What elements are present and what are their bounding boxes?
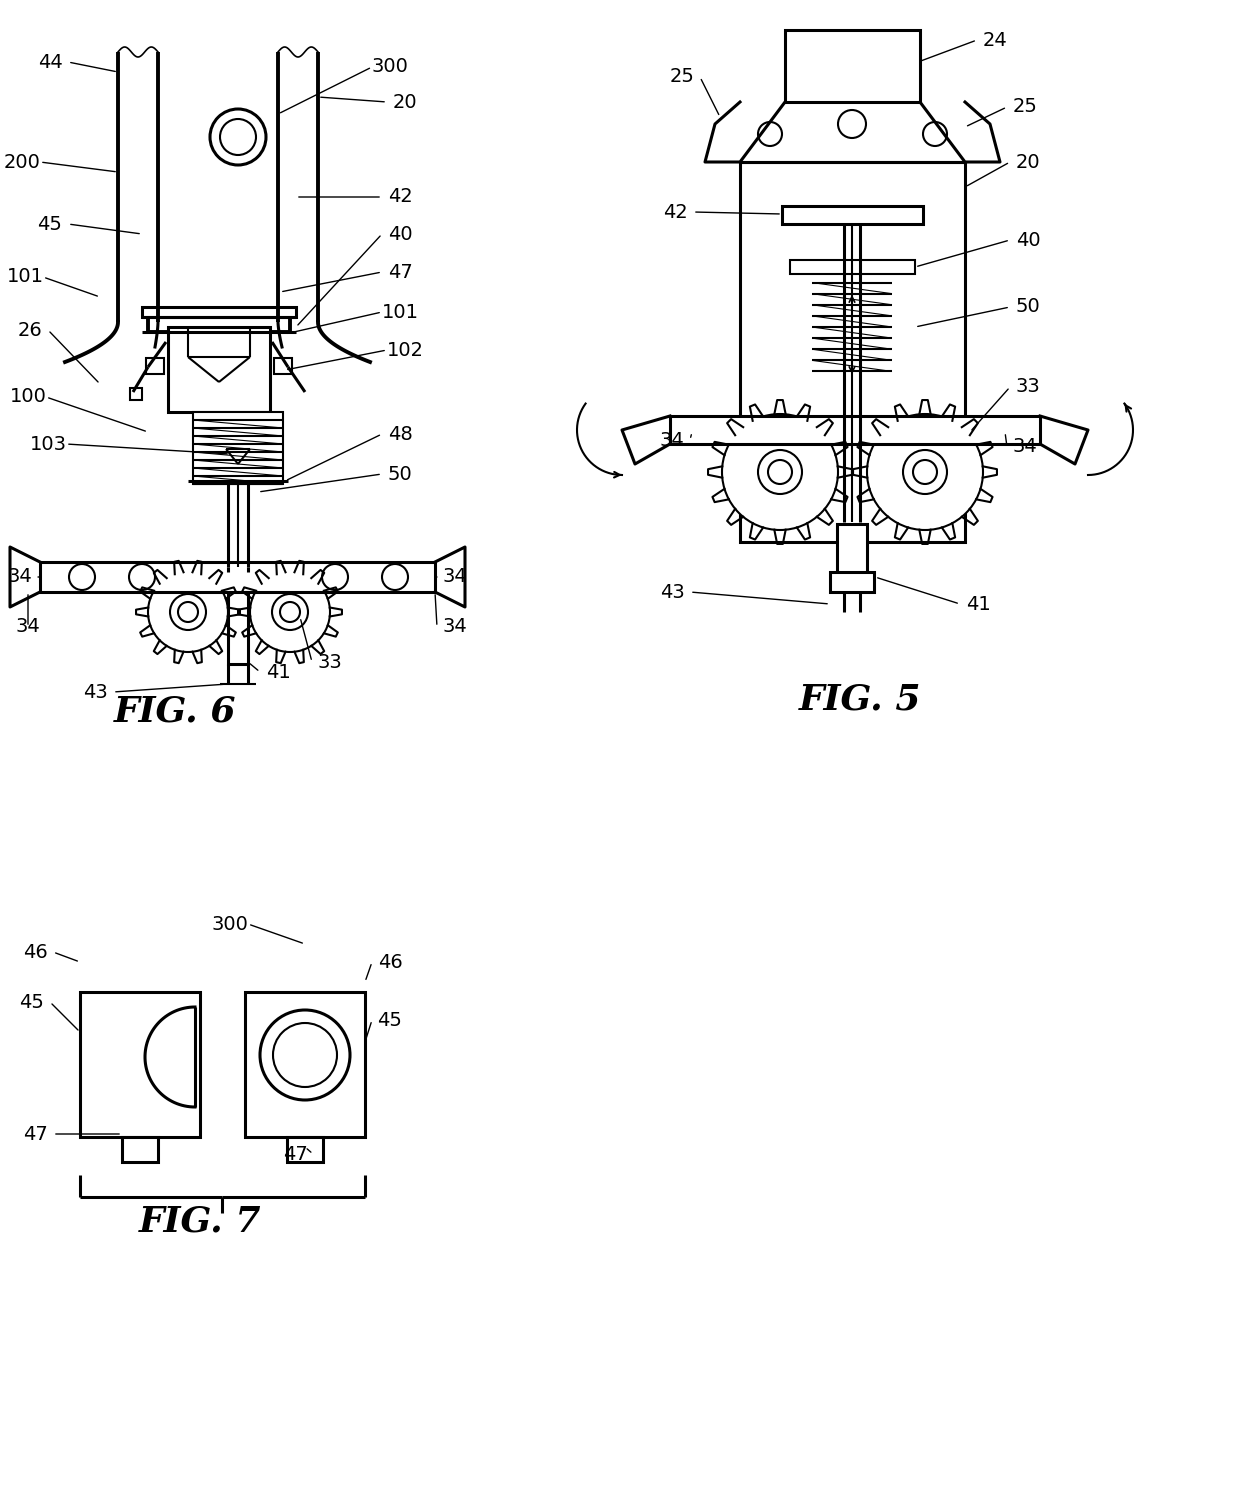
Bar	[670, 416, 1040, 445]
Text: 45: 45	[377, 1010, 403, 1029]
Bar	[148, 316, 290, 333]
Circle shape	[179, 601, 198, 622]
Text: 47: 47	[22, 1125, 47, 1143]
Bar	[274, 358, 291, 374]
Text: 46: 46	[22, 943, 47, 961]
Circle shape	[69, 564, 95, 589]
Text: FIG. 6: FIG. 6	[114, 695, 237, 730]
Circle shape	[913, 460, 937, 483]
Text: 45: 45	[37, 215, 62, 234]
Text: 300: 300	[212, 915, 248, 934]
Bar	[785, 30, 920, 101]
Circle shape	[923, 122, 947, 146]
Text: 46: 46	[378, 952, 402, 971]
Circle shape	[758, 122, 782, 146]
Text: 25: 25	[1013, 97, 1038, 116]
Text: 50: 50	[1016, 297, 1040, 316]
Text: 300: 300	[372, 58, 408, 76]
Circle shape	[260, 1010, 350, 1100]
Circle shape	[273, 1024, 337, 1088]
Text: 41: 41	[966, 594, 991, 613]
Text: 103: 103	[30, 434, 67, 454]
Text: 48: 48	[388, 425, 413, 443]
Text: 100: 100	[10, 388, 46, 406]
Bar	[286, 1137, 322, 1162]
Text: 42: 42	[662, 203, 687, 221]
Bar	[130, 388, 143, 400]
Text: 40: 40	[1016, 230, 1040, 249]
Circle shape	[148, 571, 228, 652]
Bar	[740, 163, 965, 542]
Circle shape	[722, 413, 838, 530]
Bar	[81, 992, 200, 1137]
Bar	[40, 562, 435, 592]
Text: 42: 42	[388, 188, 413, 206]
Text: 34: 34	[660, 431, 684, 449]
Circle shape	[272, 594, 308, 630]
Text: 101: 101	[6, 267, 43, 286]
Text: 34: 34	[1013, 437, 1038, 457]
Text: 43: 43	[660, 582, 684, 601]
Text: 41: 41	[265, 662, 290, 682]
Text: 101: 101	[382, 303, 419, 321]
Text: 34: 34	[7, 567, 32, 586]
Bar	[790, 260, 915, 275]
Bar	[143, 307, 296, 316]
Circle shape	[280, 601, 300, 622]
Bar	[228, 592, 248, 664]
Circle shape	[758, 451, 802, 494]
Circle shape	[250, 571, 330, 652]
Text: FIG. 7: FIG. 7	[139, 1206, 262, 1238]
Text: 25: 25	[670, 67, 694, 87]
Circle shape	[867, 413, 983, 530]
Bar	[193, 412, 283, 483]
Bar	[782, 206, 923, 224]
Text: 43: 43	[83, 682, 108, 701]
Bar	[246, 992, 365, 1137]
Circle shape	[219, 119, 255, 155]
Text: 34: 34	[443, 567, 467, 586]
Text: 200: 200	[4, 152, 41, 172]
Text: 26: 26	[17, 321, 42, 340]
Bar	[837, 524, 867, 574]
Circle shape	[903, 451, 947, 494]
Text: 50: 50	[388, 464, 413, 483]
Text: 44: 44	[37, 52, 62, 72]
Text: 45: 45	[20, 992, 45, 1012]
Circle shape	[838, 110, 866, 137]
Circle shape	[170, 594, 206, 630]
Bar	[146, 358, 164, 374]
Circle shape	[129, 564, 155, 589]
Text: 20: 20	[393, 93, 418, 112]
Circle shape	[210, 109, 267, 166]
Text: 102: 102	[387, 340, 424, 360]
Bar	[122, 1137, 157, 1162]
Text: FIG. 5: FIG. 5	[799, 683, 921, 718]
Circle shape	[768, 460, 792, 483]
Text: 20: 20	[1016, 152, 1040, 172]
Text: 33: 33	[1016, 377, 1040, 397]
Bar	[167, 327, 270, 412]
Text: 34: 34	[16, 618, 41, 637]
Text: 33: 33	[317, 652, 342, 671]
Circle shape	[382, 564, 408, 589]
Bar	[830, 571, 874, 592]
Text: 47: 47	[388, 263, 413, 282]
Text: 47: 47	[283, 1144, 308, 1164]
Circle shape	[322, 564, 348, 589]
Text: 40: 40	[388, 224, 413, 243]
Text: 34: 34	[443, 618, 467, 637]
Text: 24: 24	[982, 30, 1007, 49]
